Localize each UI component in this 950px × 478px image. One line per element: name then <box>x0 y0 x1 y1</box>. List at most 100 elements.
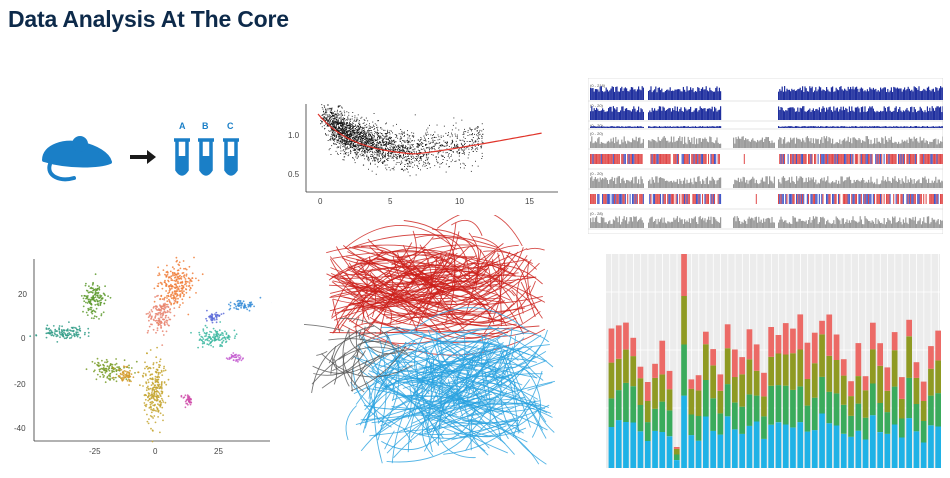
bar-segment <box>906 377 912 419</box>
bar-segment <box>884 367 891 391</box>
bar-segment <box>899 377 905 399</box>
bar-segment <box>819 413 825 468</box>
bar-segment <box>608 328 615 363</box>
y-tick: 0 <box>21 334 26 343</box>
bar-segment <box>840 433 847 468</box>
bar-segment <box>826 391 833 424</box>
bar-segment <box>826 355 833 392</box>
bar-segment <box>928 368 934 396</box>
bar-segment <box>811 332 818 364</box>
bar-segment <box>615 325 622 359</box>
bar-segment <box>826 423 833 468</box>
bar-segment <box>920 442 927 468</box>
bar-segment <box>724 384 731 417</box>
bar-segment <box>666 436 673 468</box>
bar-segment <box>920 381 927 401</box>
bar-segment <box>608 362 615 399</box>
bar-segment <box>688 435 695 468</box>
bar-segment <box>673 460 680 468</box>
x-tick: -25 <box>89 447 101 456</box>
x-tick: 25 <box>214 447 223 456</box>
bar-segment <box>782 385 789 425</box>
bar-segment <box>630 356 637 387</box>
x-tick: 0 <box>153 447 158 456</box>
trend-line <box>317 113 542 155</box>
bar-segment <box>615 358 622 391</box>
bar-segment <box>746 394 753 426</box>
bar-segment <box>703 344 709 380</box>
bar-segment <box>862 439 869 468</box>
bar-segment <box>935 426 941 468</box>
bar-segment <box>644 441 651 468</box>
bar-segment <box>753 370 760 396</box>
bar-segment <box>797 422 804 468</box>
x-tick: 5 <box>388 197 393 206</box>
bar-segment <box>695 440 702 468</box>
bar-segment <box>775 422 782 468</box>
bar-segment <box>811 363 818 398</box>
tube-label: B <box>202 121 209 131</box>
bar-segment <box>928 425 934 468</box>
bar-segment <box>840 375 847 405</box>
bar-segment <box>862 390 869 418</box>
bar-segment <box>630 386 637 423</box>
bar-segment <box>710 398 716 431</box>
bar-segment <box>884 390 891 413</box>
tube-label: A <box>179 121 186 131</box>
tsne-cluster-plot: -25 0 25 20 0 -20 -40 <box>10 255 272 460</box>
network-edges <box>303 215 555 465</box>
bar-segment <box>768 424 774 468</box>
bar-segment <box>935 360 941 394</box>
bar-segment <box>630 422 637 468</box>
y-tick: -40 <box>14 424 26 433</box>
bar-segment <box>775 335 782 354</box>
x-tick: 15 <box>525 197 534 206</box>
y-tick: 20 <box>18 290 27 299</box>
bar-segment <box>623 382 629 422</box>
bar-segment <box>695 390 702 416</box>
bar-segment <box>811 397 818 431</box>
bar-segment <box>790 389 796 428</box>
bar-segment <box>681 395 687 468</box>
bar-segment <box>623 422 629 468</box>
bar-segment <box>659 340 666 375</box>
bar-segment <box>913 404 920 432</box>
bar-segment <box>623 349 629 383</box>
bar-segment <box>746 425 753 468</box>
bar-segment <box>637 405 644 432</box>
bar-segment <box>732 429 738 468</box>
bar-segment <box>637 431 644 468</box>
bar-segment <box>761 396 767 417</box>
page-title: Data Analysis At The Core <box>8 6 289 32</box>
bar-segment <box>877 343 883 366</box>
bar-segment <box>797 386 804 423</box>
bar-segment <box>775 385 782 423</box>
bar-segment <box>913 431 920 468</box>
bar-segment <box>739 433 745 468</box>
bar-segment <box>623 322 629 350</box>
x-tick: 10 <box>455 197 464 206</box>
bar-segment <box>877 365 883 403</box>
bar-segment <box>819 376 825 414</box>
bars <box>608 254 941 468</box>
bar-segment <box>666 410 673 437</box>
bar-segment <box>804 431 811 468</box>
bar-segment <box>790 427 796 468</box>
bar-segment <box>840 359 847 376</box>
bar-segment <box>833 393 840 426</box>
bar-segment <box>920 401 927 421</box>
bar-segment <box>659 374 666 402</box>
bar-segment <box>673 448 680 455</box>
bar-segment <box>724 324 731 349</box>
bar-segment <box>732 349 738 378</box>
bar-segment <box>717 434 724 468</box>
bar-segment <box>899 437 905 468</box>
bar-segment <box>928 395 934 426</box>
bar-segment <box>768 356 774 386</box>
network-graph <box>295 215 575 477</box>
bar-segment <box>753 344 760 371</box>
bar-segment <box>615 420 622 468</box>
bar-segment <box>703 331 709 345</box>
y-tick: 1.0 <box>288 131 300 140</box>
bar-segment <box>710 365 716 399</box>
